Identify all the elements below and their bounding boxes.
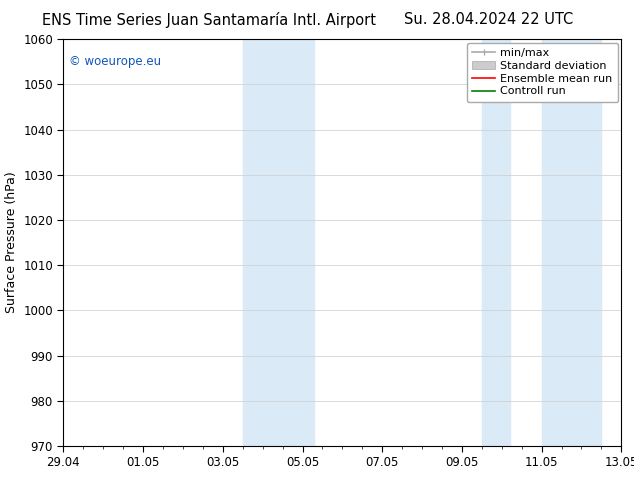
Legend: min/max, Standard deviation, Ensemble mean run, Controll run: min/max, Standard deviation, Ensemble me… (467, 43, 618, 102)
Y-axis label: Surface Pressure (hPa): Surface Pressure (hPa) (4, 172, 18, 314)
Bar (243, 39, 314, 446)
Text: © woeurope.eu: © woeurope.eu (69, 55, 161, 69)
Bar (482, 39, 510, 446)
Text: ENS Time Series Juan Santamaría Intl. Airport: ENS Time Series Juan Santamaría Intl. Ai… (42, 12, 376, 28)
Bar (541, 39, 602, 446)
Text: Su. 28.04.2024 22 UTC: Su. 28.04.2024 22 UTC (404, 12, 573, 27)
